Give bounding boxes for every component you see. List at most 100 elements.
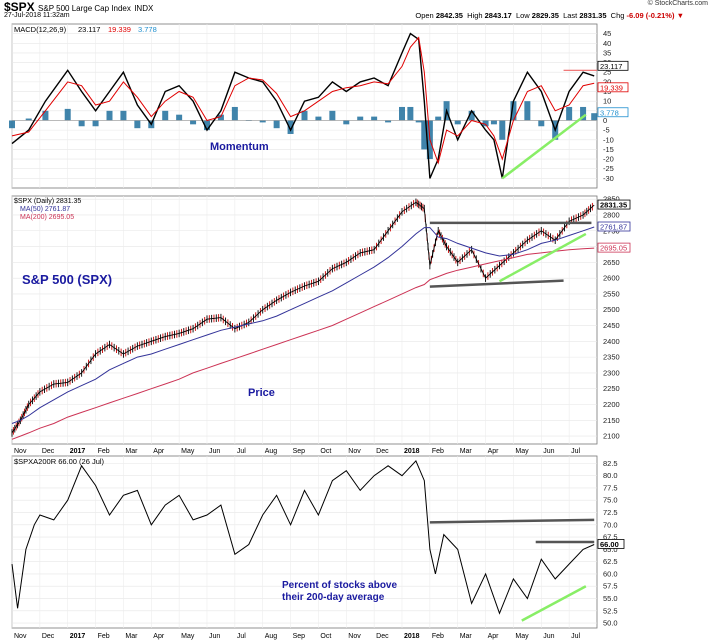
price-tick-label: 2850 xyxy=(603,195,620,204)
macd-tick-label: -25 xyxy=(603,164,614,173)
open-value: 2842.35 xyxy=(435,11,463,20)
x-tick-label: Dec xyxy=(42,633,55,640)
macd-tick-label: -30 xyxy=(603,174,614,183)
price-tick-label: 2150 xyxy=(603,416,620,425)
macd-tick-label: 45 xyxy=(603,29,611,38)
breadth-tick-label: 62.5 xyxy=(603,557,618,566)
x-tick-label: Dec xyxy=(376,448,389,455)
macd-histogram-bar xyxy=(499,120,506,140)
x-tick-label: Mar xyxy=(125,448,138,455)
macd-tick-label: 20 xyxy=(603,77,611,86)
macd-histogram-bar xyxy=(315,116,322,121)
macd-histogram-bar xyxy=(580,106,587,121)
x-tick-label: Mar xyxy=(460,448,473,455)
price-tick-label: 2800 xyxy=(603,210,620,219)
x-tick-label: Nov xyxy=(14,633,27,640)
x-tick-label: Nov xyxy=(14,448,27,455)
price-tick-label: 2400 xyxy=(603,337,620,346)
breadth-tick-label: 60.0 xyxy=(603,569,618,578)
breadth-tick-label: 50.0 xyxy=(603,619,618,628)
price-legend-ma200: MA(200) 2695.05 xyxy=(20,214,74,221)
macd-histogram-bar xyxy=(329,110,336,121)
breadth-tick-label: 77.5 xyxy=(603,483,618,492)
macd-histogram-bar xyxy=(204,120,210,131)
macd-support-line xyxy=(501,113,587,180)
price-tick-label: 2550 xyxy=(603,289,620,298)
x-tick-label: Oct xyxy=(320,448,331,455)
x-tick-label: Aug xyxy=(265,448,278,455)
macd-histogram-bar xyxy=(120,110,127,121)
price-range-bottom-line xyxy=(429,279,564,288)
x-tick-label: Jun xyxy=(543,633,554,640)
breadth-tick-label: 57.5 xyxy=(603,582,618,591)
macd-tick-label: 35 xyxy=(603,48,611,57)
down-arrow-icon: ▼ xyxy=(676,11,684,20)
price-tick-label: 2200 xyxy=(603,400,620,409)
high-label: High xyxy=(467,11,483,20)
macd-histogram-bar xyxy=(25,118,32,121)
macd-histogram-bar xyxy=(415,120,422,123)
x-tick-label: Apr xyxy=(488,448,500,455)
macd-histogram-bar xyxy=(343,120,350,125)
last-value: 2831.35 xyxy=(579,11,607,20)
x-tick-label: Feb xyxy=(98,448,110,455)
macd-histogram-bar xyxy=(231,106,238,121)
breadth-last-label: 66.00 xyxy=(600,540,619,549)
x-tick-label: Sep xyxy=(293,448,306,455)
breadth-last-label-box xyxy=(597,539,625,549)
macd-legend-signal: 19.339 xyxy=(108,25,131,34)
macd-histogram-bar xyxy=(259,120,266,123)
macd-histogram-bar xyxy=(106,110,113,121)
quote-bar: Open 2842.35 High 2843.17 Low 2829.35 La… xyxy=(415,11,684,20)
breadth-tick-label: 55.0 xyxy=(603,594,618,603)
macd-histogram-bar xyxy=(190,120,197,125)
breadth-tick-label: 70.0 xyxy=(603,520,618,529)
x-tick-label: May xyxy=(181,633,195,640)
price-support-line xyxy=(498,232,587,283)
price-last-label-box xyxy=(597,221,631,232)
x-tick-label: Aug xyxy=(265,633,278,640)
chg-value: -6.09 (-0.21%) xyxy=(626,11,675,20)
low-value: 2829.35 xyxy=(531,11,559,20)
macd-histogram-bar xyxy=(92,120,99,127)
macd-histogram-bar xyxy=(217,114,224,121)
price-last-label-box xyxy=(597,199,631,210)
macd-last-label: 19.339 xyxy=(600,83,623,92)
x-tick-label: May xyxy=(515,448,529,455)
x-tick-label: 2017 xyxy=(70,633,86,640)
x-tick-label: Mar xyxy=(125,633,138,640)
price-tick-label: 2350 xyxy=(603,353,620,362)
symbol: $SPX xyxy=(4,0,35,14)
price-title-annotation: S&P 500 (SPX) xyxy=(22,272,112,287)
breadth-tick-label: 52.5 xyxy=(603,606,618,615)
x-tick-label: Jul xyxy=(571,633,580,640)
x-tick-label: Apr xyxy=(488,633,500,640)
breadth-tick-label: 75.0 xyxy=(603,496,618,505)
price-frame xyxy=(11,195,598,445)
macd-tick-label: 40 xyxy=(603,39,611,48)
breadth-annotation-line1: Percent of stocks above xyxy=(282,580,397,591)
macd-series-signal xyxy=(11,36,595,165)
x-tick-label: Jul xyxy=(571,448,580,455)
macd-histogram-bar xyxy=(510,101,517,121)
macd-tick-label: -10 xyxy=(603,135,614,144)
macd-legend-hist: 3.778 xyxy=(138,25,157,34)
x-tick-label: Feb xyxy=(432,633,444,640)
x-tick-label: Feb xyxy=(432,448,444,455)
macd-histogram-bar xyxy=(538,120,545,127)
chg-label: Chg xyxy=(610,11,625,20)
breadth-tick-label: 80.0 xyxy=(603,471,618,480)
price-annotation: Price xyxy=(248,387,275,399)
price-last-label-box xyxy=(597,242,631,253)
macd-histogram-bar xyxy=(371,116,378,121)
price-series-ma200 xyxy=(11,247,595,440)
macd-histogram-bar xyxy=(64,108,71,121)
breadth-frame xyxy=(11,455,598,629)
x-tick-label: Oct xyxy=(320,633,331,640)
x-tick-label: Jul xyxy=(237,448,246,455)
low-label: Low xyxy=(515,11,530,20)
x-tick-label: Jun xyxy=(543,448,554,455)
macd-tick-label: -20 xyxy=(603,155,614,164)
breadth-legend: $SPXA200R 66.00 (26 Jul) xyxy=(14,457,105,466)
